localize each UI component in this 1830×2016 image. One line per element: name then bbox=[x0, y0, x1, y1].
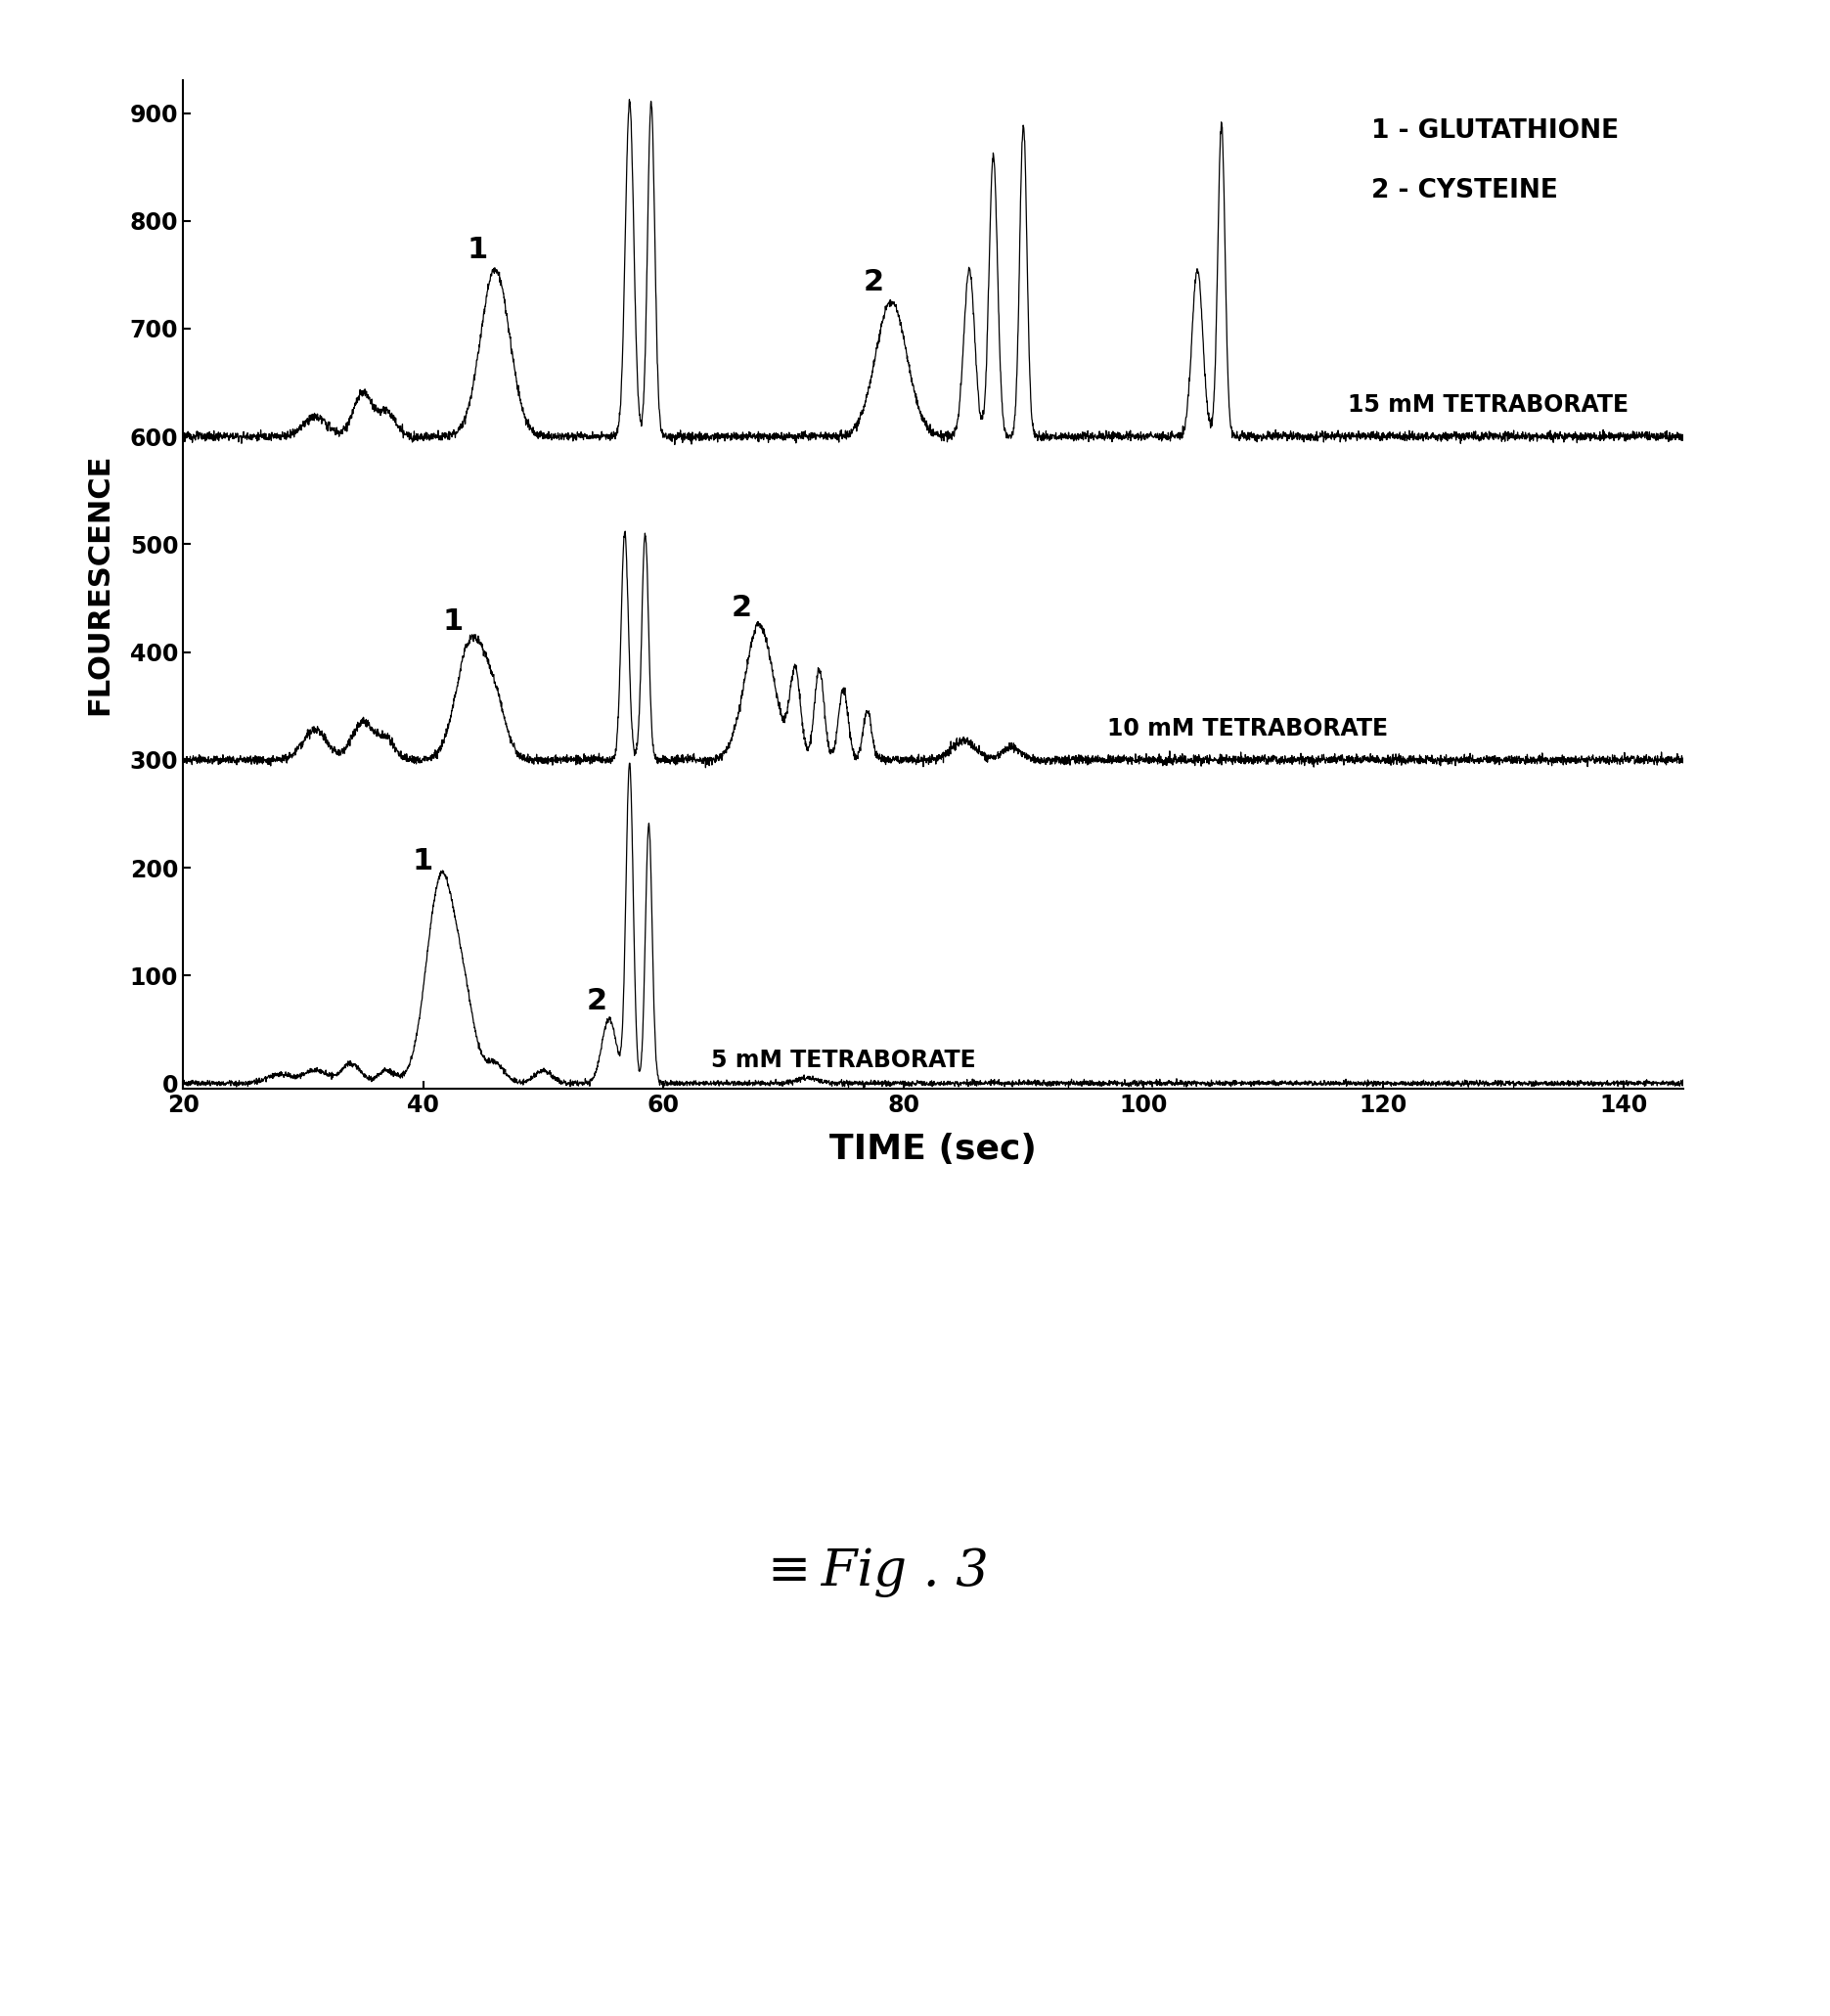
Text: 2 - CYSTEINE: 2 - CYSTEINE bbox=[1371, 177, 1557, 204]
Text: 2: 2 bbox=[864, 268, 884, 296]
Text: 1: 1 bbox=[443, 607, 463, 635]
Text: 1: 1 bbox=[414, 847, 434, 875]
Text: 1: 1 bbox=[467, 236, 487, 264]
Text: 15 mM TETRABORATE: 15 mM TETRABORATE bbox=[1347, 393, 1629, 417]
Y-axis label: FLOURESCENCE: FLOURESCENCE bbox=[86, 454, 113, 716]
Text: ≡ Fig . 3: ≡ Fig . 3 bbox=[769, 1548, 988, 1597]
Text: 2: 2 bbox=[730, 593, 752, 621]
Text: 2: 2 bbox=[587, 988, 608, 1016]
X-axis label: TIME (sec): TIME (sec) bbox=[829, 1133, 1038, 1167]
Text: 1 - GLUTATHIONE: 1 - GLUTATHIONE bbox=[1371, 119, 1620, 143]
Text: 5 mM TETRABORATE: 5 mM TETRABORATE bbox=[712, 1048, 975, 1073]
Text: 10 mM TETRABORATE: 10 mM TETRABORATE bbox=[1107, 718, 1389, 740]
